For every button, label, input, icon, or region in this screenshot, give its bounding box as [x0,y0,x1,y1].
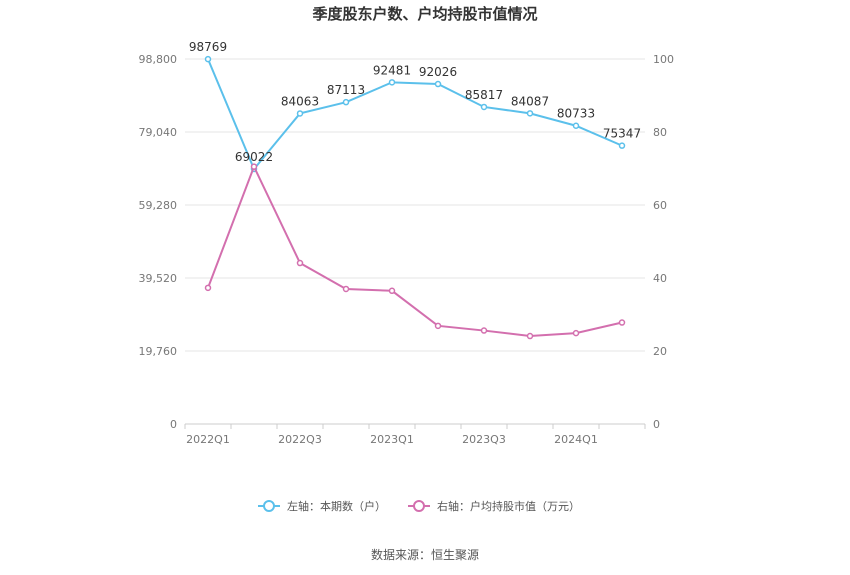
series-group [204,55,626,340]
data-label: 84087 [511,94,549,108]
x-tick-label: 2023Q1 [370,433,414,446]
data-label: 84063 [281,94,319,108]
data-label: 92481 [373,63,411,77]
data-point[interactable] [204,284,212,292]
data-point[interactable] [342,285,350,293]
right-tick-label: 100 [653,53,674,66]
data-point[interactable] [296,110,304,117]
legend[interactable]: 左轴：本期数（户） 右轴：户均持股市值（万元） [258,499,580,513]
x-tick-label: 2022Q3 [278,433,322,446]
right-axis-ticks: 0 20 40 60 80 100 [653,53,674,431]
data-point[interactable] [296,259,304,267]
left-tick-label: 98,800 [139,53,178,66]
x-axis-ticks: 2022Q1 2022Q3 2023Q1 2023Q3 2024Q1 [184,424,646,446]
data-label: 87113 [327,83,365,97]
chart-title: 季度股东户数、户均持股市值情况 [312,5,537,23]
data-point[interactable] [526,332,534,340]
left-axis-ticks: 0 19,760 39,520 59,280 79,040 98,800 [139,53,178,431]
series-line-1 [207,58,623,171]
data-point[interactable] [204,55,212,63]
grid-lines [185,58,645,425]
data-point[interactable] [618,319,626,326]
data-label: 80733 [557,107,595,121]
right-tick-label: 0 [653,418,660,431]
legend-marker [413,500,425,512]
right-tick-label: 80 [653,126,667,139]
legend-label[interactable]: 右轴：户均持股市值（万元） [437,499,580,513]
legend-marker [263,500,275,512]
data-label: 98769 [189,40,227,54]
series-line-2 [207,164,623,338]
data-point[interactable] [388,287,396,295]
data-point[interactable] [572,329,580,337]
data-point[interactable] [480,327,488,334]
left-tick-label: 39,520 [139,272,178,285]
data-point[interactable] [572,122,580,129]
data-point[interactable] [434,322,442,330]
right-tick-label: 20 [653,345,667,358]
data-point[interactable] [388,79,396,86]
data-point[interactable] [250,163,258,170]
data-point[interactable] [434,80,442,88]
left-tick-label: 59,280 [139,199,178,212]
data-point[interactable] [526,110,534,117]
left-tick-label: 79,040 [139,126,178,139]
x-tick-label: 2022Q1 [186,433,230,446]
data-label: 85817 [465,88,503,102]
data-label: 92026 [419,65,457,79]
x-tick-label: 2024Q1 [554,433,598,446]
data-label: 75347 [603,127,641,141]
data-point[interactable] [342,98,350,106]
right-tick-label: 40 [653,272,667,285]
left-tick-label: 19,760 [139,345,178,358]
left-tick-label: 0 [170,418,177,431]
source-note: 数据来源：恒生聚源 [371,547,479,562]
legend-label[interactable]: 左轴：本期数（户） [287,499,386,513]
data-labels: 98769 69022 84063 87113 92481 92026 85817 84087… [189,40,641,164]
right-tick-label: 60 [653,199,667,212]
x-tick-label: 2023Q3 [462,433,506,446]
data-point[interactable] [480,103,488,111]
data-point[interactable] [618,142,626,149]
data-label: 69022 [235,150,273,164]
